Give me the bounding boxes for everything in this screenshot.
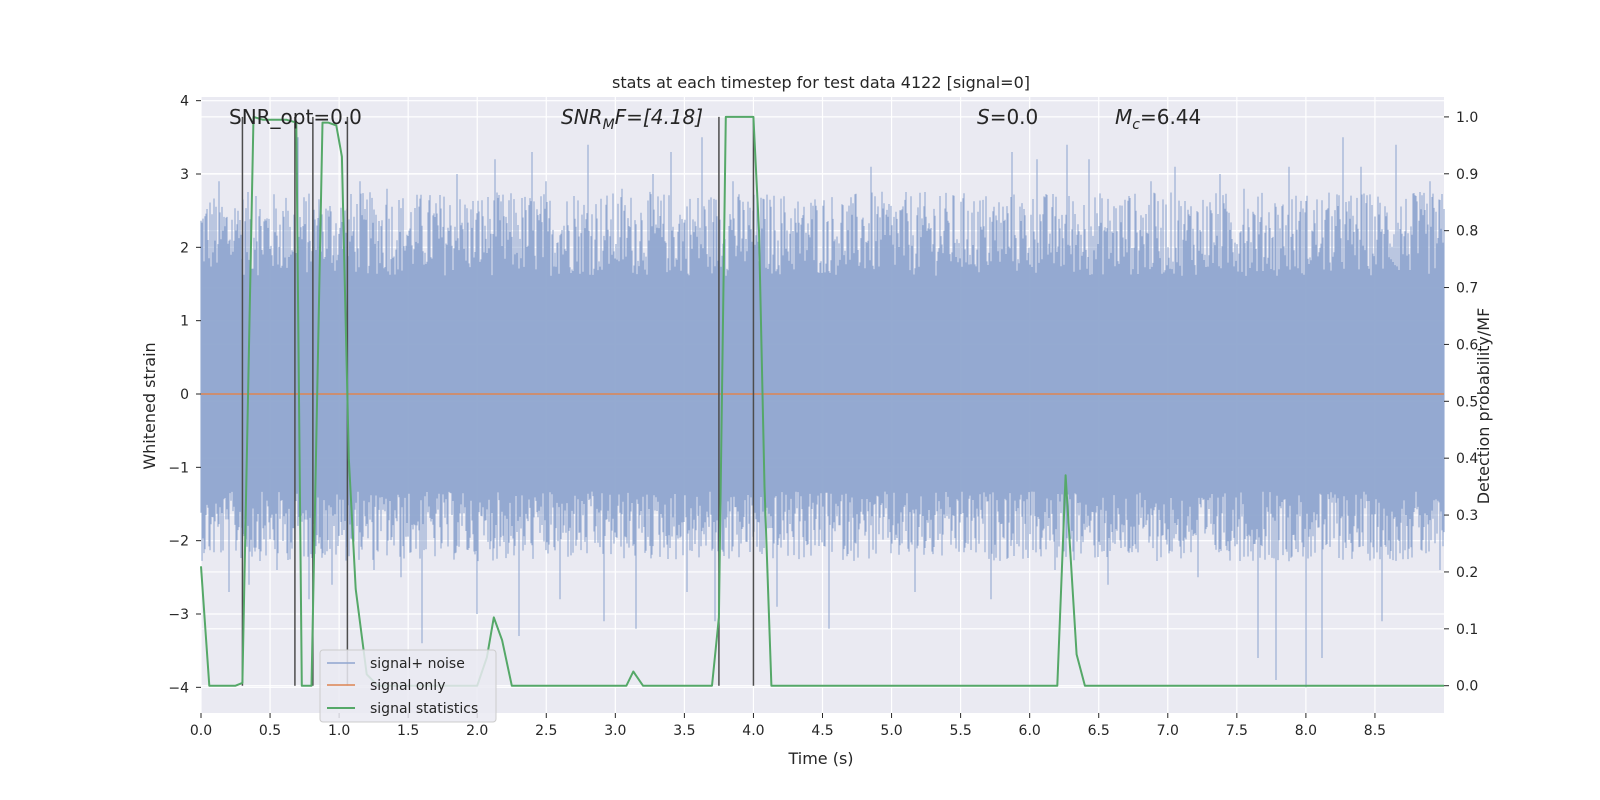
x-tick-label: 4.0: [742, 723, 764, 739]
annotation-mc-rest: =6.44: [1140, 105, 1201, 129]
annotation-snr-opt: SNR_opt=0.0: [229, 105, 362, 129]
chart-title: stats at each timestep for test data 412…: [612, 73, 1030, 92]
signal-statistics-line: [200, 115, 1444, 687]
y-right-axis-ticks: 1.0 0.9 0.8 0.7 0.6 0.5 0.4 0.3 0.2 0.1 0.0: [1444, 110, 1478, 695]
x-tick-label: 1.0: [328, 723, 350, 739]
legend-label-signal-statistics: signal statistics: [370, 701, 478, 717]
x-tick-label: 4.5: [811, 723, 833, 739]
y-left-tick-label: −3: [168, 607, 189, 623]
y-left-tick-label: 1: [180, 314, 189, 330]
signal-statistics-series: [200, 115, 1444, 687]
y-right-tick-label: 0.4: [1456, 451, 1478, 467]
y-left-tick-label: 4: [180, 94, 189, 110]
y-right-tick-label: 0.6: [1456, 337, 1478, 353]
legend: signal+ noise signal only signal statist…: [319, 649, 497, 723]
legend-box: [319, 649, 497, 723]
y-right-tick-label: 0.3: [1456, 508, 1478, 524]
x-tick-label: 3.0: [604, 723, 626, 739]
x-tick-label: 3.5: [673, 723, 695, 739]
annotation-mc: Mc=6.44: [1115, 105, 1201, 133]
x-tick-label: 6.5: [1088, 723, 1110, 739]
annotation-snr-mf-sub: M: [603, 117, 615, 133]
x-tick-label: 1.5: [397, 723, 419, 739]
y-right-tick-label: 0.8: [1456, 224, 1478, 240]
x-tick-label: 2.5: [535, 723, 557, 739]
y-right-tick-label: 0.9: [1456, 167, 1478, 183]
y-right-tick-label: 0.0: [1456, 679, 1478, 695]
annotation-mc-main: M: [1115, 105, 1132, 129]
legend-label-signal-only: signal only: [370, 678, 445, 694]
x-tick-label: 7.5: [1226, 723, 1248, 739]
x-tick-label: 5.0: [880, 723, 902, 739]
x-tick-label: 0.5: [259, 723, 281, 739]
y-left-tick-label: 2: [180, 240, 189, 256]
annotation-mc-sub: c: [1132, 117, 1140, 133]
x-tick-label: 5.5: [949, 723, 971, 739]
legend-label-signal-noise: signal+ noise: [370, 656, 465, 672]
y-right-tick-label: 0.2: [1456, 565, 1478, 581]
y-right-tick-label: 1.0: [1456, 110, 1478, 126]
x-tick-label: 8.0: [1295, 723, 1317, 739]
y-right-tick-label: 0.7: [1456, 281, 1478, 297]
y-right-tick-label: 0.5: [1456, 394, 1478, 410]
annotation-s: S=0.0: [977, 105, 1038, 129]
y-left-tick-label: −2: [168, 534, 189, 550]
x-axis-ticks: 0.0 0.5 1.0 1.5 2.0 2.5 3.0 3.5 4.0 4.5 5.0 5.5 6.0 6…: [190, 713, 1386, 739]
annotation-snr-mf-rest: F=[4.18]: [615, 105, 703, 129]
y-right-axis-label: Detection probability/MF: [1474, 308, 1493, 505]
y-left-tick-label: −1: [168, 460, 189, 476]
y-left-axis-ticks: 4 3 2 1 0 −1 −2 −3 −4: [168, 94, 201, 696]
x-axis-label: Time (s): [787, 749, 853, 768]
x-tick-label: 6.0: [1019, 723, 1041, 739]
y-left-tick-label: 3: [180, 167, 189, 183]
x-tick-label: 0.0: [190, 723, 212, 739]
annotation-s-rest: =0.0: [990, 105, 1039, 129]
y-left-tick-label: −4: [168, 680, 189, 696]
annotation-s-main: S: [977, 105, 990, 129]
x-tick-label: 8.5: [1364, 723, 1386, 739]
x-tick-label: 2.0: [466, 723, 488, 739]
annotation-snr-mf-main: SNR: [561, 105, 603, 129]
x-tick-label: 7.0: [1157, 723, 1179, 739]
annotation-snr-mf: SNRMF=[4.18]: [561, 105, 703, 133]
y-right-tick-label: 0.1: [1456, 622, 1478, 638]
y-left-tick-label: 0: [180, 387, 189, 403]
y-left-axis-label: Whitened strain: [140, 342, 159, 469]
